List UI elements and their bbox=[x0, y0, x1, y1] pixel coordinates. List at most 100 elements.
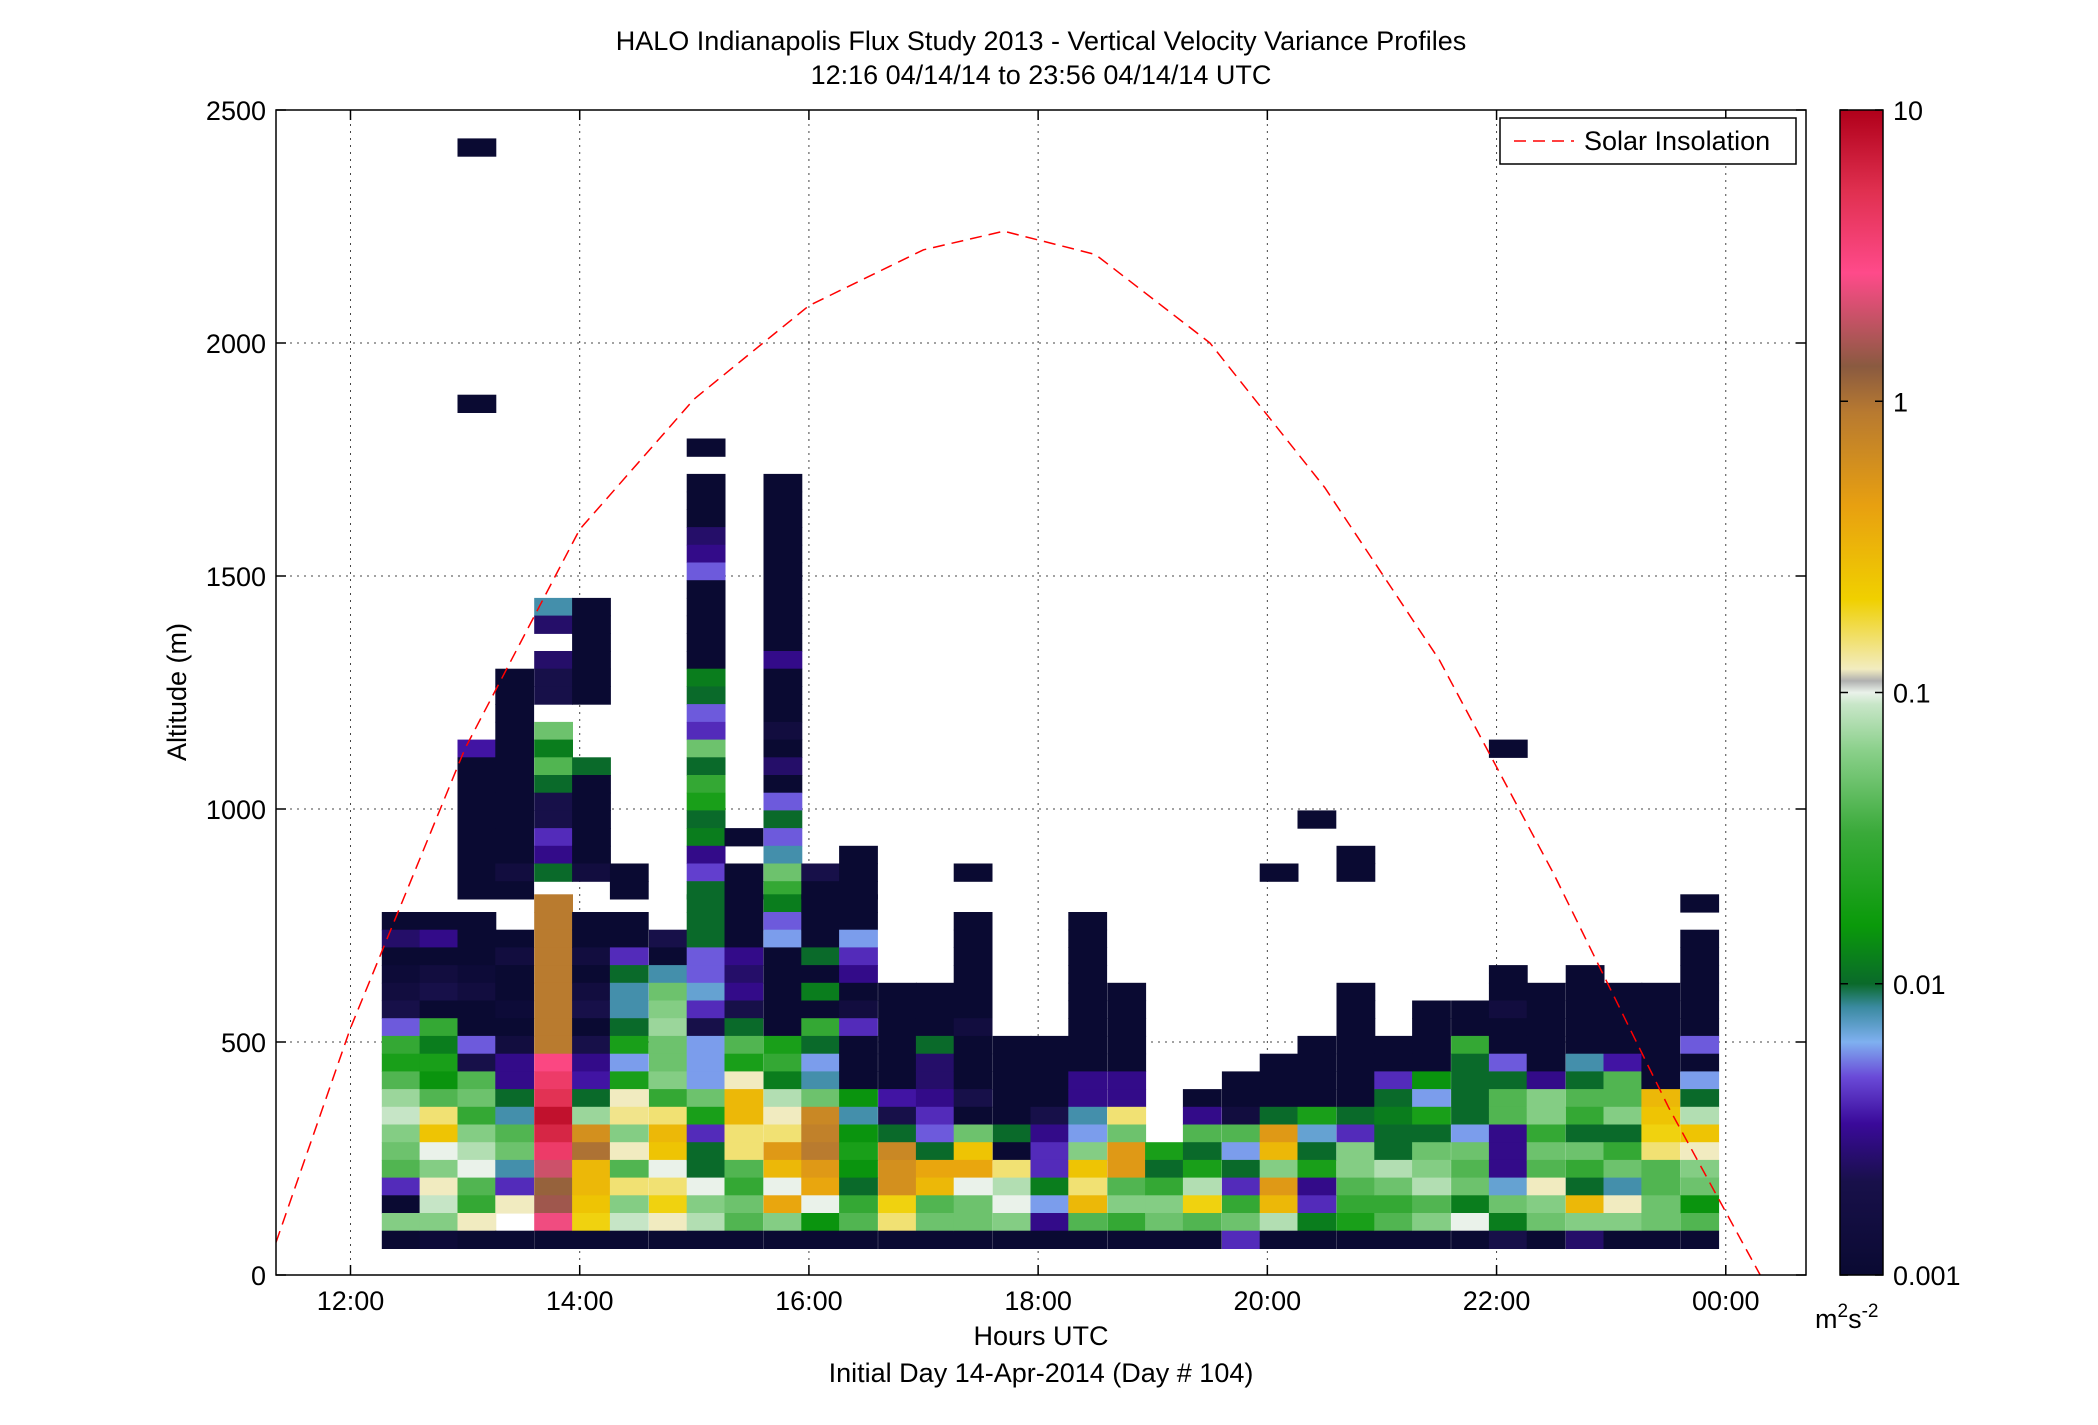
heatmap-cell bbox=[839, 965, 878, 984]
heatmap-cell bbox=[1451, 1230, 1490, 1249]
y-axis-ticks: 0 500 1000 1500 2000 2500 bbox=[206, 96, 1806, 1291]
heatmap-cell bbox=[1488, 1106, 1528, 1126]
heatmap-cell bbox=[572, 1089, 611, 1108]
heatmap-cell bbox=[686, 597, 726, 617]
heatmap-cell bbox=[763, 1035, 803, 1055]
heatmap-cell bbox=[763, 1177, 803, 1196]
heatmap-cell bbox=[457, 1124, 497, 1143]
heatmap-cell bbox=[878, 1053, 917, 1072]
heatmap-cell bbox=[839, 1142, 878, 1161]
heatmap-cell bbox=[1680, 1089, 1720, 1108]
heatmap-cell bbox=[1221, 1230, 1261, 1249]
heatmap-cell bbox=[915, 1071, 955, 1090]
heatmap-cell bbox=[1680, 1159, 1720, 1179]
heatmap-cell bbox=[1603, 1106, 1643, 1126]
heatmap-cell bbox=[381, 1035, 421, 1055]
heatmap-cell bbox=[1297, 1230, 1337, 1249]
heatmap-cell bbox=[534, 1089, 573, 1108]
heatmap-cell bbox=[381, 947, 421, 966]
heatmap-cell bbox=[763, 633, 803, 652]
heatmap-cell bbox=[572, 982, 611, 1002]
heatmap-cell bbox=[1680, 1213, 1720, 1232]
heatmap-cell bbox=[1451, 1053, 1490, 1072]
heatmap-cell bbox=[572, 1106, 611, 1126]
heatmap-cell bbox=[1603, 1177, 1643, 1196]
heatmap-cell bbox=[572, 965, 611, 984]
heatmap-cell bbox=[839, 1159, 878, 1179]
heatmap-cell bbox=[572, 686, 611, 705]
heatmap-cell bbox=[1680, 965, 1720, 984]
heatmap-cell bbox=[1297, 1035, 1337, 1055]
heatmap-cell bbox=[1336, 1018, 1376, 1037]
heatmap-cell bbox=[1374, 1053, 1414, 1072]
heatmap-cell bbox=[534, 792, 573, 811]
heatmap-cell bbox=[381, 929, 421, 948]
heatmap-cell bbox=[1336, 1177, 1376, 1196]
heatmap-cell bbox=[457, 810, 497, 829]
heatmap-cell bbox=[953, 1053, 993, 1072]
heatmap-cell bbox=[1641, 1124, 1681, 1143]
heatmap-cell bbox=[495, 947, 535, 966]
heatmap-cell bbox=[915, 1213, 955, 1232]
heatmap-cell bbox=[609, 947, 649, 966]
heatmap-cell bbox=[1145, 1142, 1184, 1161]
heatmap-cell bbox=[1107, 1053, 1147, 1072]
heatmap-cell bbox=[992, 1071, 1032, 1090]
heatmap-cell bbox=[572, 597, 611, 617]
heatmap-cell bbox=[763, 912, 803, 931]
heatmap-cell bbox=[1641, 1195, 1681, 1214]
heatmap-cell bbox=[915, 1053, 955, 1072]
heatmap-cell bbox=[1297, 1071, 1337, 1090]
heatmap-cell bbox=[686, 633, 726, 652]
heatmap-cell bbox=[1526, 1159, 1566, 1179]
heatmap-cell bbox=[1488, 1035, 1528, 1055]
heatmap-cell bbox=[992, 1230, 1032, 1249]
heatmap-cell bbox=[381, 1177, 421, 1196]
heatmap-cell bbox=[381, 1071, 421, 1090]
colorbar-unit-label: m2s-2 bbox=[1815, 1301, 1878, 1334]
heatmap-cell bbox=[1641, 1071, 1681, 1090]
heatmap-cell bbox=[572, 1142, 611, 1161]
heatmap-cell bbox=[1221, 1213, 1261, 1232]
heatmap-cell bbox=[686, 580, 726, 599]
heatmap-cell bbox=[686, 1106, 726, 1126]
heatmap-cell bbox=[572, 1195, 611, 1214]
heatmap-cell bbox=[457, 1230, 497, 1249]
heatmap-cell bbox=[878, 1000, 917, 1019]
heatmap-cell bbox=[686, 828, 726, 847]
heatmap-cell bbox=[1182, 1142, 1222, 1161]
heatmap-cell bbox=[648, 1000, 688, 1019]
heatmap-cell bbox=[1297, 1089, 1337, 1108]
heatmap-cell bbox=[1336, 1106, 1376, 1126]
heatmap-cell bbox=[1451, 1035, 1490, 1055]
heatmap-cell bbox=[1603, 1124, 1643, 1143]
heatmap-cell bbox=[457, 739, 497, 758]
heatmap-cell bbox=[763, 863, 803, 882]
heatmap-cell bbox=[686, 544, 726, 564]
heatmap-cell bbox=[495, 1089, 535, 1108]
x-tick-label: 14:00 bbox=[546, 1286, 614, 1316]
heatmap-cell bbox=[1336, 1213, 1376, 1232]
heatmap-cell bbox=[992, 1142, 1032, 1161]
heatmap-cell bbox=[648, 929, 688, 948]
heatmap-cell bbox=[457, 775, 497, 794]
heatmap-cell bbox=[1680, 1035, 1720, 1055]
heatmap-cell bbox=[1451, 1106, 1490, 1126]
heatmap-cell bbox=[495, 668, 535, 687]
heatmap-cell bbox=[457, 929, 497, 948]
heatmap-cell bbox=[1336, 1035, 1376, 1055]
heatmap-cell bbox=[1565, 1213, 1605, 1232]
heatmap-cell bbox=[1068, 1159, 1108, 1179]
heatmap-cell bbox=[534, 810, 573, 829]
heatmap-cell bbox=[419, 1053, 459, 1072]
colorbar-tick-label: 0.01 bbox=[1893, 970, 1946, 1000]
heatmap-cell bbox=[1182, 1159, 1222, 1179]
heatmap-cell bbox=[1068, 1177, 1108, 1196]
heatmap-cell bbox=[534, 894, 573, 913]
heatmap-cell bbox=[1297, 1213, 1337, 1232]
heatmap-cell bbox=[763, 1159, 803, 1179]
heatmap-cell bbox=[878, 1035, 917, 1055]
heatmap-cell bbox=[1374, 1159, 1414, 1179]
heatmap-cell bbox=[572, 1159, 611, 1179]
heatmap-cell bbox=[1068, 965, 1108, 984]
